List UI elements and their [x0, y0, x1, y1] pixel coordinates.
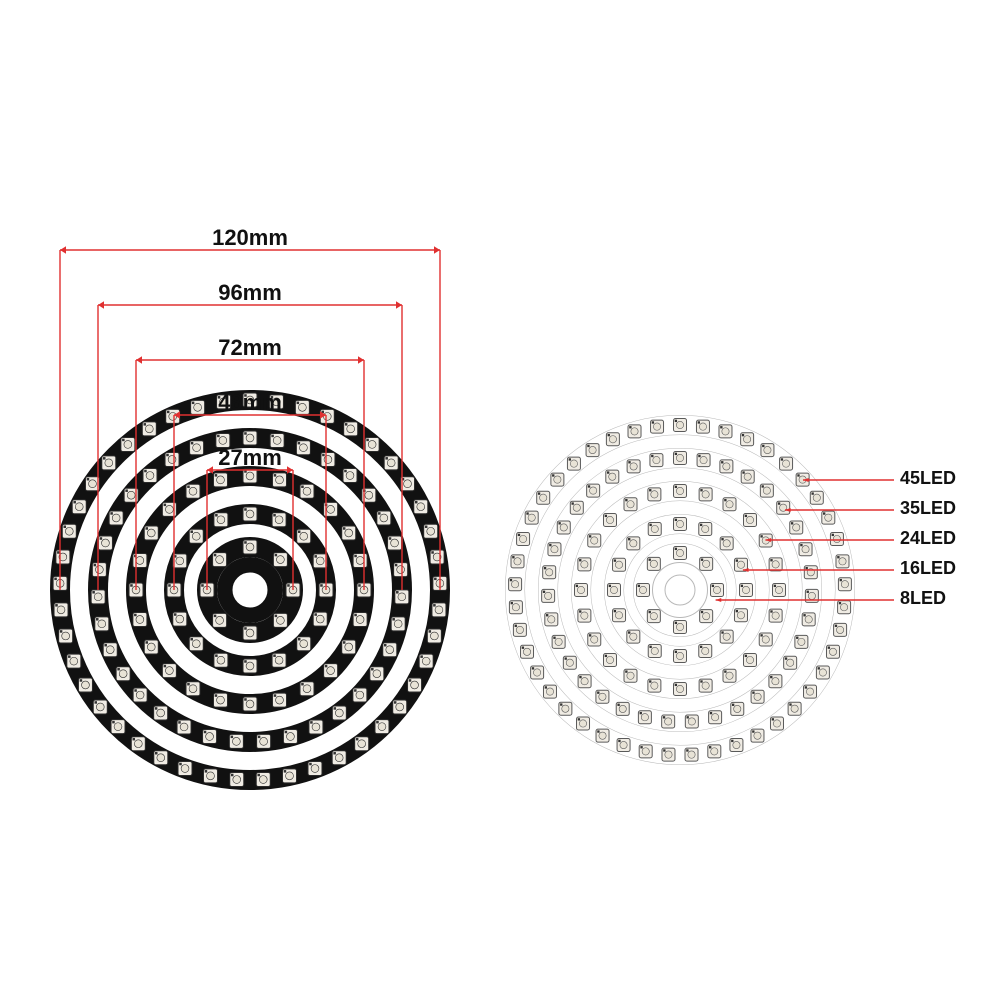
- diagram-svg: [0, 0, 1000, 1000]
- dimension-label: 96mm: [218, 280, 282, 306]
- led-count-label: 45LED: [900, 468, 956, 489]
- dimension-label: 72mm: [218, 335, 282, 361]
- led-count-label: 8LED: [900, 588, 946, 609]
- led-count-label: 35LED: [900, 498, 956, 519]
- led-count-label: 16LED: [900, 558, 956, 579]
- dimension-label: 120mm: [212, 225, 288, 251]
- diagram-canvas: 120mm 96mm 72mm 48mm 27mm 45LED 35LED 24LED 16LE…: [0, 0, 1000, 1000]
- led-count-label: 24LED: [900, 528, 956, 549]
- dimension-label: 48mm: [218, 390, 282, 416]
- dimension-label: 27mm: [218, 445, 282, 471]
